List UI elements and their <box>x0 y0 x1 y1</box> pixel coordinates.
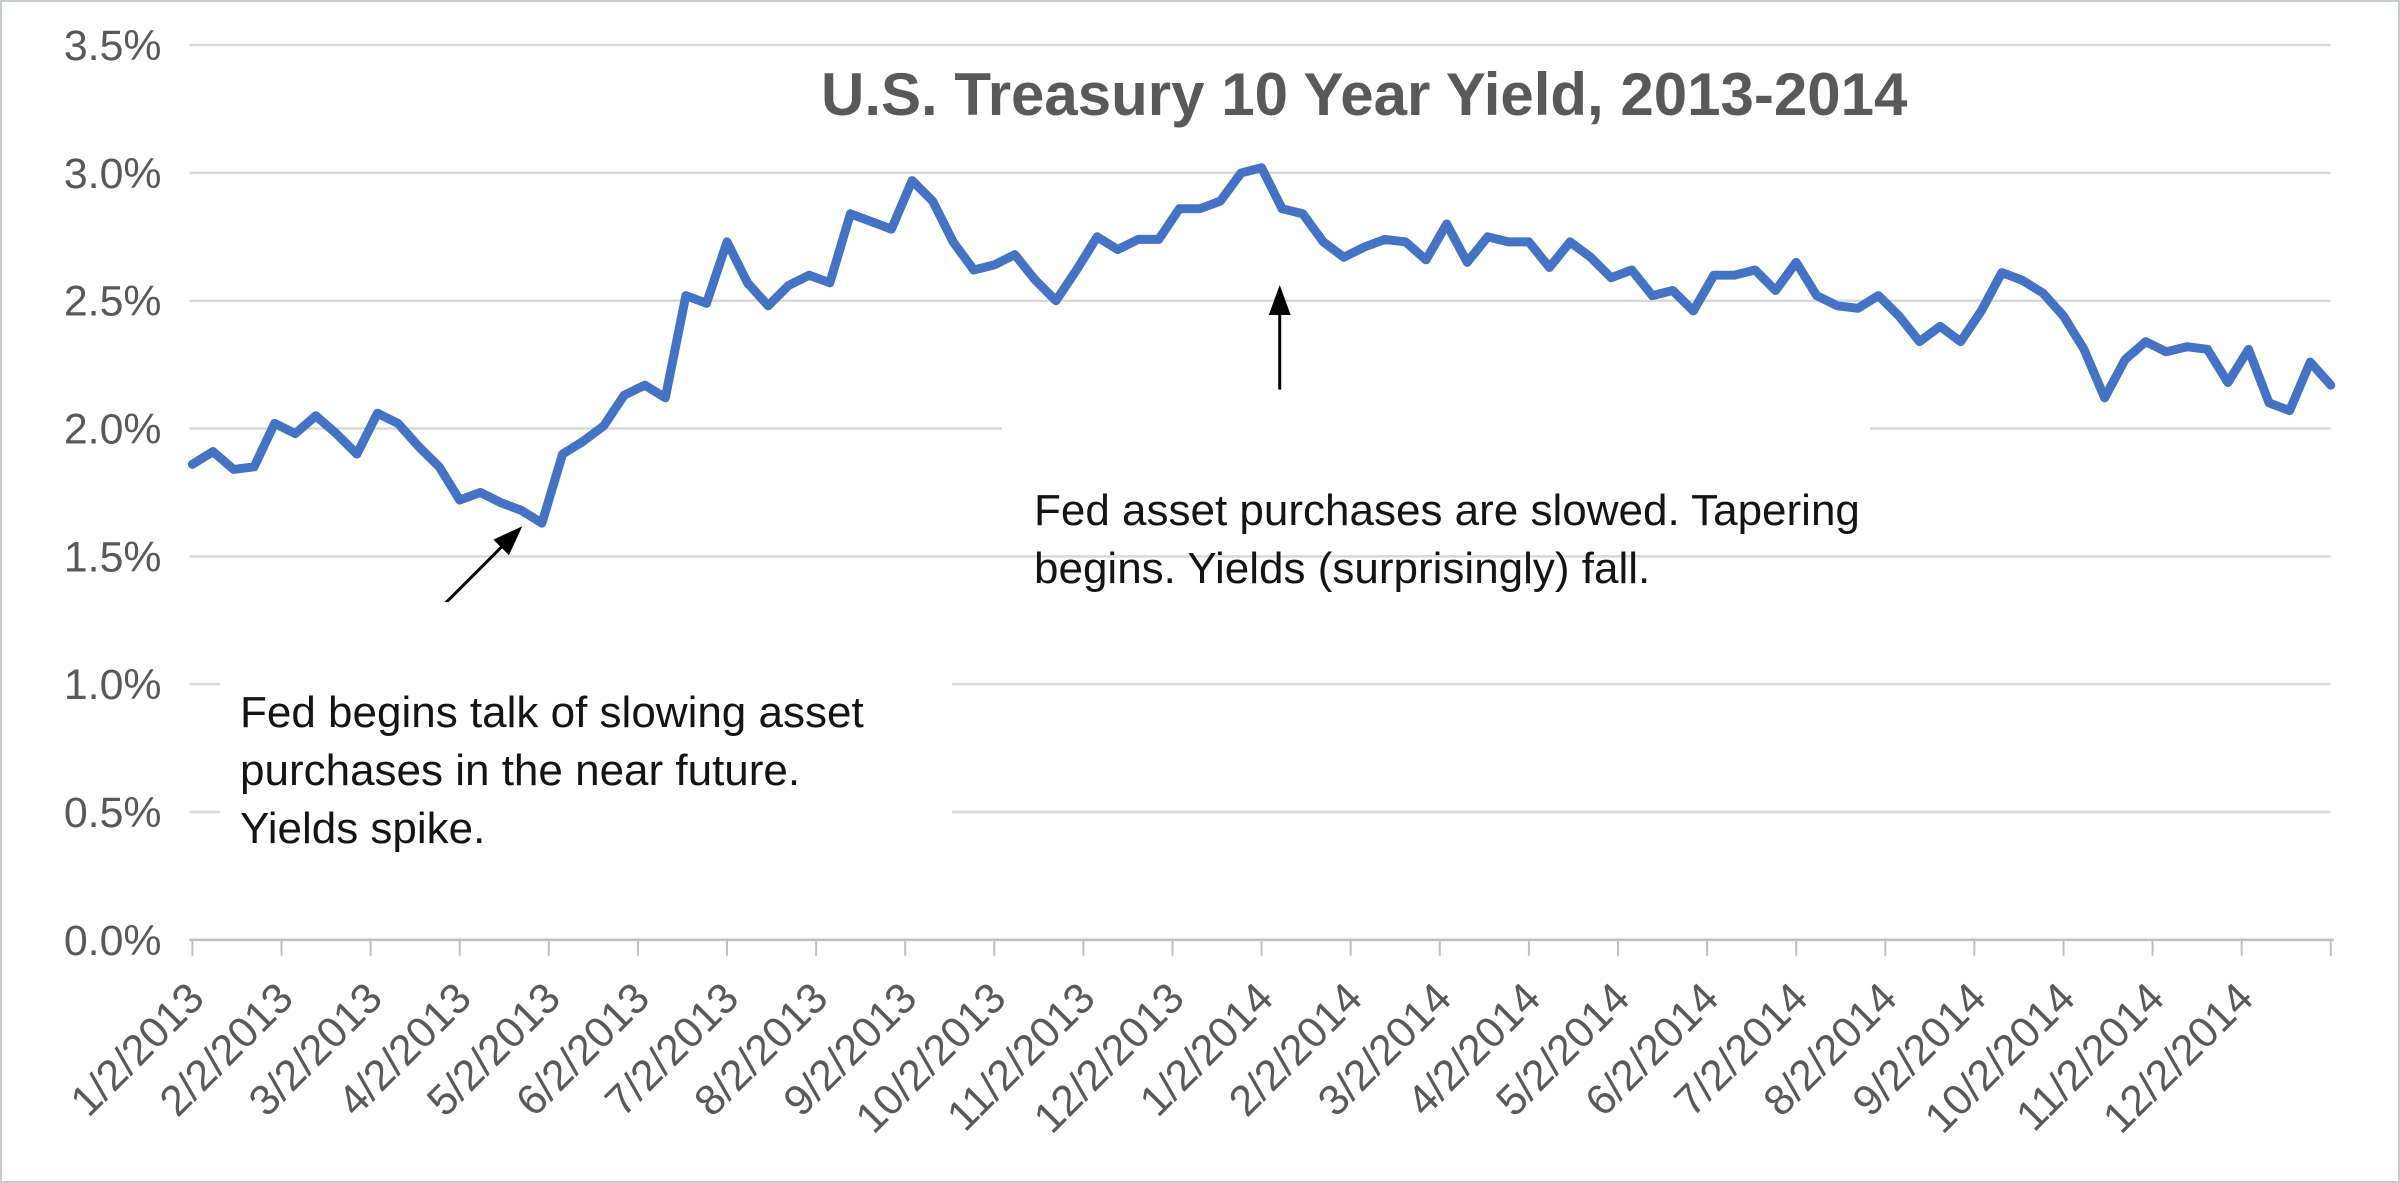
y-axis-tick-label: 0.5% <box>64 789 162 837</box>
annotation-arrow-head-icon <box>493 526 523 556</box>
y-axis-tick-label: 1.0% <box>64 661 162 709</box>
yield-line-series <box>187 163 2336 528</box>
y-axis-tick-label: 2.5% <box>64 278 162 326</box>
y-axis-tick-label: 1.5% <box>64 533 162 581</box>
annotation-arrow-head-icon <box>1268 285 1291 315</box>
y-axis-tick-label: 0.0% <box>64 917 162 965</box>
y-axis-tick-label: 3.0% <box>64 150 162 198</box>
chart-title: U.S. Treasury 10 Year Yield, 2013-2014 <box>821 61 1908 128</box>
annotation-taper-talk-text: Fed begins talk of slowing asset purchas… <box>240 688 864 853</box>
annotation-arrow-shaft <box>436 543 506 612</box>
annotation-taper-begins-text: Fed asset purchases are slowed. Tapering… <box>1034 486 1860 593</box>
annotation-taper-talk: Fed begins talk of slowing asset purchas… <box>220 602 952 853</box>
annotation-taper-begins: Fed asset purchases are slowed. Tapering… <box>1002 406 1870 593</box>
y-axis-tick-label: 2.0% <box>64 405 162 453</box>
y-axis-tick-label: 3.5% <box>64 22 162 70</box>
